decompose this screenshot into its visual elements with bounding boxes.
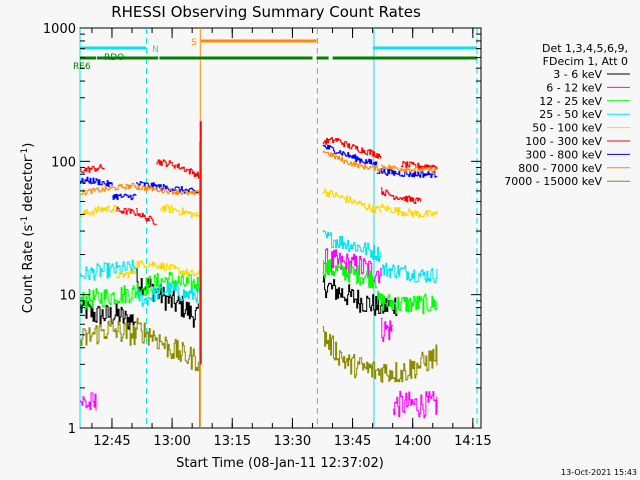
chart-title: RHESSI Observing Summary Count Rates <box>111 3 421 21</box>
series-25-50-kev <box>80 230 438 307</box>
series-path <box>392 390 438 419</box>
legend-entry-label: 100 - 300 keV <box>525 135 602 148</box>
series-12-25-kev <box>80 259 438 315</box>
y-tick-label: 100 <box>51 155 76 170</box>
series-path <box>380 204 438 218</box>
flag-bars: NSRDORE6 <box>73 38 477 72</box>
series-path <box>80 164 105 174</box>
x-tick-label: 14:15 <box>454 434 491 449</box>
series-50-100-kev <box>80 188 438 279</box>
series-path <box>322 248 382 284</box>
generated-timestamp: 13-Oct-2021 15:43 <box>561 468 637 477</box>
series-path <box>376 290 398 314</box>
legend-entry-label: 300 - 800 keV <box>525 148 602 161</box>
series-path <box>80 392 97 411</box>
series-path <box>396 293 438 315</box>
flag-label: N <box>152 45 159 55</box>
legend-entry-label: 25 - 50 keV <box>539 108 602 121</box>
series-lines <box>80 121 438 428</box>
series-path <box>136 185 199 196</box>
series-path <box>322 137 382 159</box>
series-6-12-kev <box>80 248 438 419</box>
series-path <box>322 150 382 172</box>
legend-header-line1: Det 1,3,4,5,6,9, <box>542 42 628 55</box>
series-path <box>80 204 117 218</box>
x-axis: 12:45 13:00 13:15 13:30 13:45 14:00 14:15 <box>91 28 492 449</box>
y-axis: 1 10 100 1000 <box>43 22 481 437</box>
series-path <box>322 230 382 263</box>
series-path <box>116 268 137 279</box>
legend: Det 1,3,4,5,6,9,FDecim 1, Att 03 - 6 keV… <box>504 42 630 188</box>
series-path <box>80 182 137 196</box>
series-path <box>136 317 199 372</box>
x-tick-label: 13:15 <box>214 434 251 449</box>
legend-entry-label: 7000 - 15000 keV <box>504 175 602 188</box>
flag-label: RE6 <box>73 62 91 72</box>
series-path <box>380 262 438 284</box>
legend-entry-label: 50 - 100 keV <box>532 122 602 135</box>
x-axis-label: Start Time (08-Jan-11 12:37:02) <box>176 456 384 471</box>
series-path <box>80 285 137 310</box>
series-path <box>322 188 382 214</box>
legend-header-line2: FDecim 1, Att 0 <box>543 55 628 68</box>
y-tick-label: 1 <box>68 422 76 437</box>
series-path <box>136 260 201 277</box>
legend-entry-label: 12 - 25 keV <box>539 95 602 108</box>
series-800-7000-kev <box>80 150 438 196</box>
y-tick-label: 10 <box>59 289 76 304</box>
series-path <box>322 259 378 289</box>
series-path <box>112 193 137 201</box>
y-axis-label: Count Rate (s-1 detector-1) <box>20 143 36 314</box>
legend-entry-label: 800 - 7000 keV <box>518 162 602 175</box>
series-path <box>322 275 398 317</box>
legend-entry-label: 6 - 12 keV <box>546 81 602 94</box>
series-path <box>136 208 157 226</box>
series-path <box>136 282 201 307</box>
series-100-300-kev <box>80 137 438 226</box>
x-tick-label: 13:30 <box>274 434 311 449</box>
series-path <box>80 176 113 187</box>
series-path <box>376 168 438 178</box>
series-path <box>156 159 201 179</box>
x-tick-label: 12:45 <box>93 434 130 449</box>
series-path <box>80 296 137 330</box>
legend-entry-label: 3 - 6 keV <box>553 68 602 81</box>
series-7000-15000-kev <box>80 317 438 383</box>
series-path <box>136 181 201 195</box>
series-path <box>380 164 438 174</box>
series-path <box>116 206 137 216</box>
series-path <box>80 320 137 347</box>
y-tick-label: 1000 <box>43 22 76 37</box>
series-path <box>136 271 201 299</box>
x-tick-label: 14:00 <box>394 434 431 449</box>
flag-label: S <box>191 38 197 48</box>
series-path <box>400 161 438 170</box>
series-path <box>380 187 422 204</box>
x-tick-label: 13:00 <box>153 434 190 449</box>
series-path <box>160 204 201 221</box>
series-path <box>380 344 438 383</box>
series-path <box>380 318 394 342</box>
x-tick-label: 13:45 <box>334 434 371 449</box>
series-path <box>322 326 382 382</box>
series-300-800-kev <box>80 144 438 201</box>
series-path <box>322 144 378 167</box>
series-path <box>80 259 137 281</box>
